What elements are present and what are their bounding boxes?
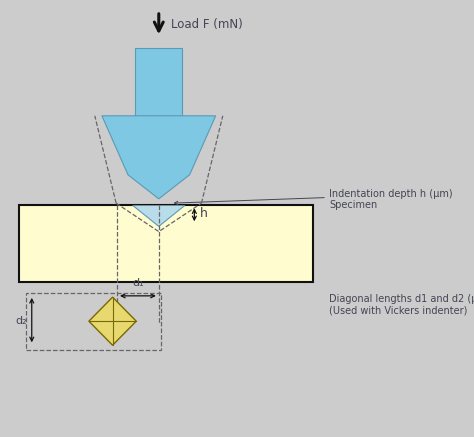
Text: Specimen: Specimen bbox=[329, 201, 378, 210]
Text: Load F (mN): Load F (mN) bbox=[171, 17, 242, 31]
Text: d₂: d₂ bbox=[15, 316, 27, 326]
Bar bbox=[135, 48, 182, 116]
Bar bbox=[19, 205, 313, 282]
Text: (Used with Vickers indenter): (Used with Vickers indenter) bbox=[329, 305, 468, 315]
Text: Diagonal lengths d1 and d2 (μm): Diagonal lengths d1 and d2 (μm) bbox=[329, 295, 474, 304]
Polygon shape bbox=[133, 205, 185, 226]
Text: d₁: d₁ bbox=[132, 278, 144, 288]
Polygon shape bbox=[102, 116, 216, 199]
Text: h: h bbox=[200, 207, 208, 220]
Text: Indentation depth h (μm): Indentation depth h (μm) bbox=[329, 190, 453, 199]
Bar bbox=[26, 293, 161, 350]
Polygon shape bbox=[89, 297, 137, 345]
